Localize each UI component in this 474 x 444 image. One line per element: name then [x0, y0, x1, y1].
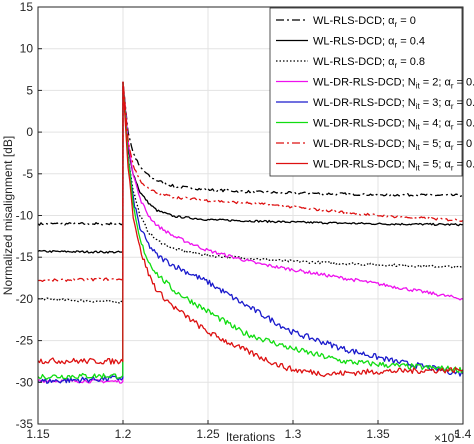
legend-text-part: = 5; α [420, 159, 452, 171]
x-tick-label: 1.2 [115, 427, 132, 441]
legend-text-part: = 4; α [420, 118, 452, 130]
y-tick-label: -20 [16, 292, 34, 306]
legend-text-part: = 0.4 [453, 97, 474, 109]
legend-subscript: r [395, 20, 398, 29]
legend-text-part: WL-RLS-DCD; α [313, 56, 395, 68]
legend-entry: WL-DR-RLS-DCD; Nit = 5; αr = 0 [313, 138, 472, 152]
legend-text-part: WL-RLS-DCD; α [313, 36, 395, 48]
legend-subscript: r [451, 123, 454, 132]
series-line [37, 81, 464, 283]
legend-text-part: WL-DR-RLS-DCD; N [313, 159, 416, 171]
legend-subscript: it [416, 123, 421, 132]
x-axis-exponent-base: ×10 [434, 431, 455, 444]
legend-text-part: = 0 [397, 15, 416, 27]
legend-subscript: r [395, 61, 398, 70]
series-line [37, 81, 464, 380]
y-tick-label: 5 [26, 83, 33, 97]
legend-text-part: WL-DR-RLS-DCD; N [313, 97, 416, 109]
legend-text-part: WL-DR-RLS-DCD; N [313, 77, 416, 89]
x-tick-label: 1.4 [455, 427, 472, 441]
legend-text-part: = 0.8 [397, 56, 425, 68]
legend-subscript: it [416, 164, 421, 173]
legend: WL-RLS-DCD; αr = 0WL-RLS-DCD; αr = 0.4WL… [269, 7, 474, 177]
series-line [37, 81, 464, 254]
legend-subscript: r [451, 164, 454, 173]
legend-text-part: = 0.4 [453, 118, 474, 130]
y-tick-label: 10 [20, 42, 34, 56]
legend-subscript: r [451, 82, 454, 91]
legend-entry: WL-DR-RLS-DCD; Nit = 3; αr = 0.4 [313, 97, 474, 111]
legend-text-part: WL-DR-RLS-DCD; N [313, 138, 416, 150]
legend-subscript: r [395, 41, 398, 50]
y-axis-title: Normalized misalignment [dB] [1, 136, 15, 295]
legend-subscript: r [451, 143, 454, 152]
legend-entry: WL-DR-RLS-DCD; Nit = 5; αr = 0.4 [313, 159, 474, 173]
legend-text-part: = 5; α [420, 138, 452, 150]
x-tick-label: 1.35 [366, 427, 390, 441]
axis-ticks: 1.15 1.2 1.25 1.3 1.35 1.4 -35 -30 -25 -20 -15 -10 -… [16, 0, 472, 441]
legend-entry: WL-RLS-DCD; αr = 0.8 [313, 56, 425, 70]
series-layer [37, 81, 464, 384]
series-line [37, 81, 464, 226]
x-tick-label: 1.15 [26, 427, 50, 441]
y-tick-label: -30 [16, 375, 34, 389]
legend-text-part: = 0.4 [453, 77, 474, 89]
series-line [37, 81, 464, 384]
legend-box [269, 7, 463, 177]
x-tick-label: 1.3 [285, 427, 302, 441]
legend-subscript: it [416, 82, 421, 91]
legend-text-part: WL-DR-RLS-DCD; N [313, 118, 416, 130]
series-line [37, 81, 464, 304]
legend-entry: WL-RLS-DCD; αr = 0.4 [313, 36, 425, 50]
legend-subscript: it [416, 102, 421, 111]
y-tick-label: -15 [16, 250, 34, 264]
legend-entry: WL-DR-RLS-DCD; Nit = 2; αr = 0.4 [313, 77, 474, 91]
legend-entry: WL-DR-RLS-DCD; Nit = 4; αr = 0.4 [313, 118, 474, 132]
x-tick-label: 1.25 [196, 427, 220, 441]
legend-subscript: it [416, 143, 421, 152]
x-axis-exponent-power: 5 [454, 429, 459, 439]
x-axis-exponent: ×105 [434, 429, 459, 444]
legend-text-part: = 0.4 [397, 36, 425, 48]
legend-text-part: = 2; α [420, 77, 452, 89]
y-tick-label: -35 [16, 417, 34, 431]
y-tick-label: -25 [16, 334, 34, 348]
legend-text-part: = 3; α [420, 97, 452, 109]
legend-entry: WL-RLS-DCD; αr = 0 [313, 15, 416, 29]
series-line [37, 81, 464, 378]
y-tick-label: -5 [22, 167, 33, 181]
legend-subscript: r [451, 102, 454, 111]
y-tick-label: 15 [20, 0, 34, 14]
legend-text-part: = 0.4 [453, 159, 474, 171]
x-axis-title: Iterations [226, 430, 275, 444]
y-tick-label: -10 [16, 209, 34, 223]
legend-text-part: WL-RLS-DCD; α [313, 15, 395, 27]
legend-text-part: = 0 [453, 138, 472, 150]
y-tick-label: 0 [26, 125, 33, 139]
series-line [37, 81, 464, 384]
